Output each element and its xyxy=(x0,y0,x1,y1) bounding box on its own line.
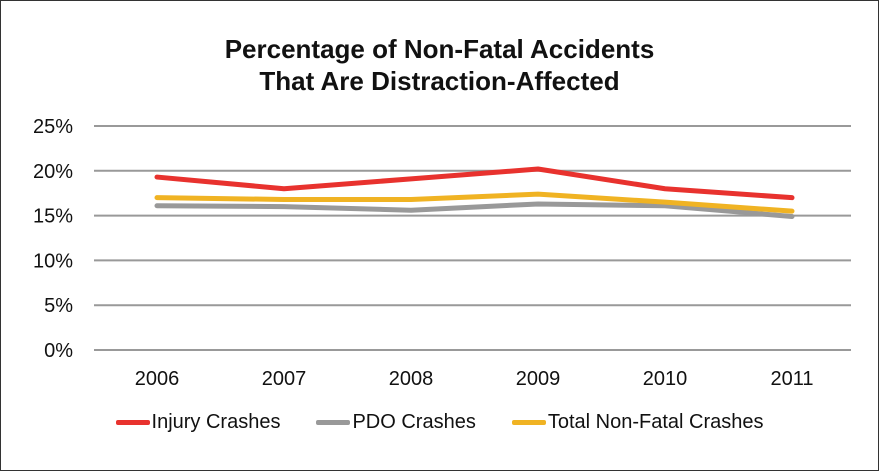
y-tick-label: 20% xyxy=(33,161,73,183)
series-line-injury-crashes xyxy=(154,166,795,201)
x-tick-label: 2009 xyxy=(516,368,561,390)
y-tick-label: 0% xyxy=(44,340,73,362)
x-tick-label: 2011 xyxy=(770,368,813,390)
chart-title: Percentage of Non-Fatal Accidents That A… xyxy=(1,33,878,97)
series-line-pdo-crashes xyxy=(154,201,795,219)
x-tick-label: 2010 xyxy=(643,368,688,390)
legend-swatch xyxy=(115,420,150,425)
y-tick-label: 15% xyxy=(33,206,73,228)
x-tick-label: 2006 xyxy=(135,368,180,390)
chart-title-line-2: That Are Distraction-Affected xyxy=(259,66,620,96)
legend: Injury Crashes PDO Crashes Total Non-Fat… xyxy=(1,411,878,434)
legend-swatch xyxy=(511,420,546,425)
legend-item-total: Total Non-Fatal Crashes xyxy=(511,411,764,434)
x-tick-label: 2007 xyxy=(262,368,307,390)
legend-label: Injury Crashes xyxy=(151,411,281,433)
y-tick-label: 5% xyxy=(44,295,73,317)
legend-item-pdo: PDO Crashes xyxy=(316,411,476,434)
legend-label: Total Non-Fatal Crashes xyxy=(547,411,764,433)
x-tick-label: 2008 xyxy=(389,368,434,390)
y-tick-label: 25% xyxy=(33,116,73,138)
legend-swatch xyxy=(316,420,351,425)
series-line-total-non-fatal-crashes xyxy=(154,191,795,214)
legend-label: PDO Crashes xyxy=(352,411,476,433)
legend-item-injury: Injury Crashes xyxy=(115,411,281,434)
chart-title-line-1: Percentage of Non-Fatal Accidents xyxy=(224,34,655,64)
y-tick-label: 10% xyxy=(33,250,73,272)
